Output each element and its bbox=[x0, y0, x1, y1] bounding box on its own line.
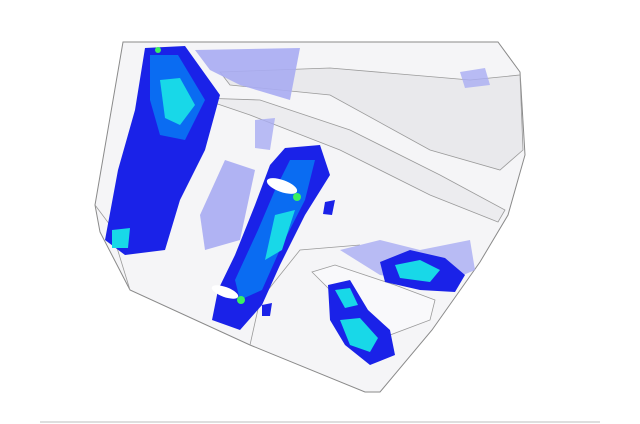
contour-low-light bbox=[195, 48, 300, 100]
hole bbox=[266, 178, 298, 194]
contour-low-light bbox=[200, 160, 255, 250]
hole bbox=[211, 285, 239, 299]
contour-low bbox=[323, 200, 335, 215]
edge-line bbox=[249, 244, 361, 346]
contour-high bbox=[340, 318, 378, 352]
contour-peak bbox=[155, 47, 161, 53]
contour-peak bbox=[237, 296, 245, 304]
contour-high bbox=[160, 78, 195, 125]
contour-high bbox=[335, 288, 358, 308]
contour-low-light bbox=[460, 68, 490, 88]
contour-low-light bbox=[255, 118, 275, 150]
contour-high bbox=[265, 210, 295, 260]
contour-high bbox=[395, 260, 440, 282]
contour-low bbox=[262, 303, 272, 316]
contour-peak bbox=[293, 193, 301, 201]
contour-high bbox=[112, 228, 130, 248]
middle-flange bbox=[199, 97, 506, 223]
